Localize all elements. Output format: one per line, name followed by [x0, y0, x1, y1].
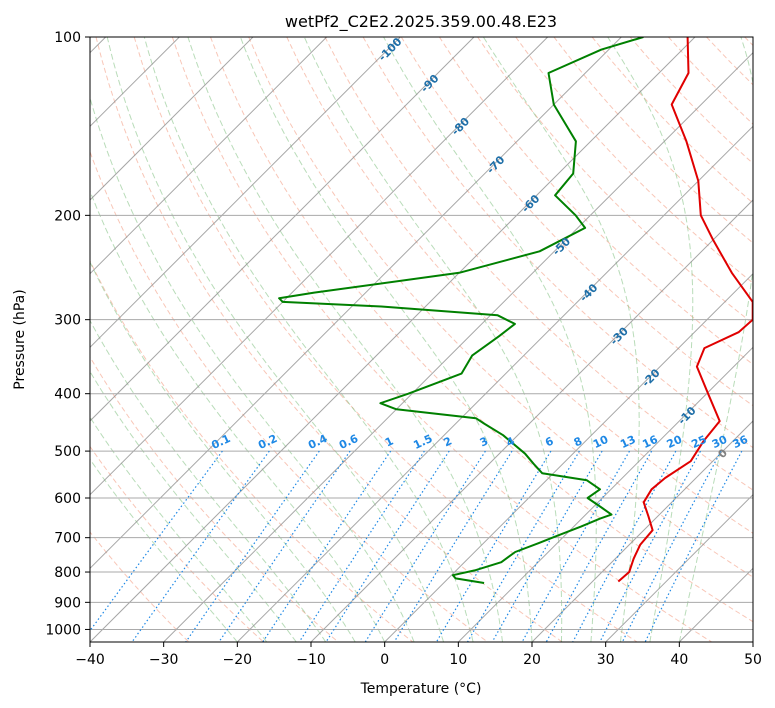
- isotherm-line: [90, 37, 475, 422]
- moist-adiabat: [482, 37, 640, 642]
- isotherm-line: [90, 37, 549, 496]
- x-tick-label: 20: [523, 652, 541, 668]
- dry-adiabat: [90, 445, 264, 642]
- isotherm-line: [310, 199, 753, 642]
- x-tick-label: −40: [75, 652, 105, 668]
- mixing-ratio-line: [545, 450, 653, 642]
- moist-adiabat: [90, 416, 268, 642]
- mixing-ratio-line: [90, 450, 223, 632]
- x-tick-label: 50: [744, 652, 762, 668]
- y-axis-title: Pressure (hPa): [12, 289, 28, 389]
- isotherm-line: [752, 641, 753, 642]
- mixing-ratio-line: [621, 450, 722, 642]
- moist-adiabat: [106, 37, 445, 642]
- dry-adiabat: [90, 531, 190, 642]
- isotherm-line: [605, 493, 753, 642]
- moist-adiabat: [239, 37, 533, 642]
- mixing-ratio-label: 36: [731, 433, 751, 451]
- y-tick-label: 700: [54, 531, 81, 547]
- isotherm-line: [90, 37, 401, 349]
- x-tick-label: 10: [449, 652, 467, 668]
- x-tick-label: 40: [670, 652, 688, 668]
- x-tick-label: 0: [380, 652, 389, 668]
- y-tick-label: 800: [54, 565, 81, 581]
- y-tick-label: 200: [54, 208, 81, 224]
- mixing-ratio-label: 16: [640, 433, 660, 451]
- chart-title: wetPf2_C2E2.2025.359.00.48.E23: [285, 12, 557, 32]
- mixing-ratio-label: 13: [618, 433, 637, 451]
- dry-adiabat: [90, 356, 339, 642]
- plot-background: [90, 37, 753, 642]
- isotherm-line: [531, 420, 753, 642]
- x-axis: −40 −30 −20 −10 0 10 20 30 40 50: [75, 642, 762, 668]
- isotherm-line: [90, 37, 696, 642]
- mixing-ratio-line: [185, 450, 320, 642]
- moist-adiabat: [303, 37, 563, 642]
- profile-series: [278, 37, 753, 584]
- y-tick-label: 1000: [45, 622, 81, 638]
- background-lines: [90, 37, 753, 642]
- isotherm-line: [384, 272, 753, 642]
- moist-adiabat: [143, 37, 474, 642]
- x-axis-title: Temperature (°C): [360, 681, 482, 697]
- mixing-ratio-label: 20: [665, 433, 685, 451]
- dewpoint-profile-line: [278, 37, 644, 584]
- mixing-ratio-label: 25: [689, 433, 708, 451]
- temperature-profile-line: [617, 37, 753, 583]
- y-tick-label: 400: [54, 387, 81, 403]
- mixing-ratio-line: [262, 450, 392, 642]
- mixing-ratio-line: [572, 450, 677, 642]
- y-tick-label: 500: [54, 444, 81, 460]
- dry-adiabat: [324, 37, 753, 491]
- dry-adiabat: [90, 259, 414, 642]
- isotherm-line: [90, 37, 328, 275]
- plot-frame: [89, 36, 754, 643]
- isotherm-line: [90, 37, 254, 201]
- moist-adiabat: [90, 260, 356, 642]
- mixing-ratio-line: [521, 450, 631, 642]
- y-axis: 100 200 300 400 500 600 700 800 900 1000: [45, 30, 90, 638]
- mixing-ratio-line: [393, 450, 513, 642]
- dry-adiabat: [362, 37, 753, 449]
- moist-adiabat: [90, 458, 238, 642]
- mixing-ratio-line: [218, 450, 351, 642]
- moist-adiabat: [187, 37, 503, 642]
- dry-adiabat: [438, 37, 753, 366]
- dry-adiabat: [95, 37, 563, 642]
- moist-adiabat: [678, 37, 753, 642]
- y-tick-label: 300: [54, 313, 81, 329]
- dry-adiabat: [515, 37, 753, 284]
- y-tick-label: 900: [54, 595, 81, 611]
- x-tick-label: −20: [223, 652, 253, 668]
- x-tick-label: 30: [597, 652, 615, 668]
- dry-adiabat: [400, 37, 753, 407]
- dry-adiabat: [133, 37, 638, 642]
- mixing-ratio-line: [599, 450, 702, 642]
- isotherm-line: [457, 346, 753, 642]
- moist-adiabat: [90, 189, 386, 642]
- dry-adiabat: [171, 37, 712, 642]
- mixing-ratio-line: [491, 450, 603, 642]
- isotherm-line: [90, 37, 622, 570]
- moist-adiabat: [90, 370, 297, 642]
- dry-adiabat: [210, 37, 753, 623]
- moist-adiabat: [607, 37, 694, 642]
- mixing-ratio-label: 30: [710, 433, 730, 451]
- mixing-ratio-label: 10: [591, 433, 611, 451]
- x-tick-label: −30: [149, 652, 179, 668]
- mixing-ratio-line: [644, 450, 743, 642]
- y-tick-label: 600: [54, 491, 81, 507]
- dry-adiabat: [90, 150, 488, 642]
- isotherm-line: [236, 125, 753, 642]
- mixing-ratio-line: [298, 450, 425, 642]
- dry-adiabat: [286, 37, 753, 534]
- dry-adiabat: [477, 37, 753, 325]
- y-tick-label: 100: [54, 30, 81, 46]
- x-tick-label: −10: [296, 652, 326, 668]
- isotherm-line: [163, 51, 753, 642]
